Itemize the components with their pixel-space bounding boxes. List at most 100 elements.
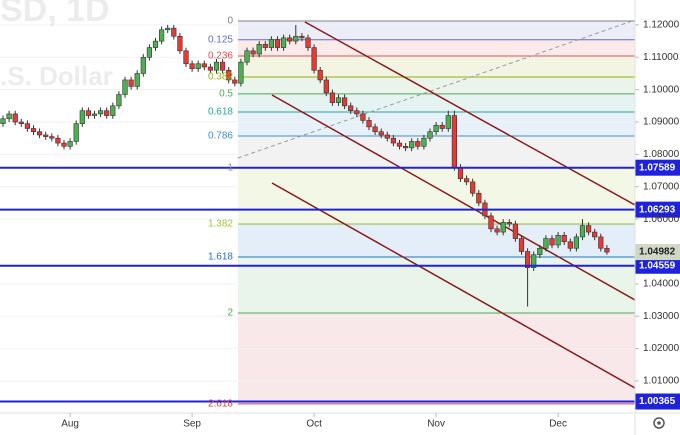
candle-body [250,50,256,55]
candle-body [91,113,98,116]
candle-body [262,44,268,48]
fib-label: 0.5 [219,89,233,100]
fib-band [238,55,635,78]
candle-body [152,40,159,48]
fib-label: 2 [227,308,233,319]
candle-body [55,137,61,144]
candle-body [226,69,232,81]
fib-band [238,223,635,257]
level-label-box [635,159,680,176]
candle-body [317,69,323,81]
candle-body [122,79,128,95]
fib-label: 0 [227,16,233,27]
candle-body [201,63,207,68]
candle-body [573,236,579,249]
candle-body [402,145,409,149]
candle-body [390,137,397,144]
candle-body [311,47,317,71]
candle-body [207,66,214,71]
candle-body [183,50,189,65]
gear[interactable] [653,417,665,429]
candle-body [372,126,378,133]
fib-layer [238,20,635,405]
candle-body [384,134,390,139]
y-tick-label: 1.10000 [643,84,680,95]
candle-body [396,142,403,147]
candle-body [43,134,49,137]
fib-band [238,167,635,224]
candle-body [140,56,146,74]
candle-body [488,215,494,230]
candle-body [268,39,275,48]
candle-body [305,37,311,48]
candle-body [354,110,360,115]
candle-body [451,115,458,168]
grid-layer [0,24,635,382]
candle-body [604,247,610,253]
candle-body [409,141,415,149]
candle-body [104,110,110,116]
fib-band [238,77,635,94]
candle-body [49,136,55,139]
candle-body [165,27,171,31]
candle-body [12,113,18,123]
channel-line [271,182,635,389]
candle-body [476,192,482,204]
y-tick-label: 1.09000 [643,117,680,128]
candle-body [171,27,177,37]
candle-body [146,47,153,58]
candle-body [445,115,451,129]
candle-body [287,37,293,42]
candle-body [549,238,555,246]
candle-body [360,113,366,121]
candle-body [116,94,122,107]
candle-body [256,44,262,55]
candle-body [457,167,464,179]
y-tick-label: 1.07000 [643,181,680,192]
channel-line [304,21,635,206]
y-tick-label: 1.12000 [643,20,680,31]
y-tick-label: 1.08000 [643,149,680,160]
candle-body [506,222,512,225]
candle-body [73,123,79,142]
candle-body [470,181,476,194]
level-label: 1.04559 [639,260,676,271]
fib-label: 0.125 [208,34,233,45]
watermark: SD, 1D [0,0,110,29]
candle-body [67,141,73,147]
last-price-label: 1.04982 [639,247,676,258]
candle-body [0,118,6,124]
candle-body [293,35,299,42]
candle-body [232,79,238,84]
fib-band [238,39,635,56]
level-label-box [635,201,680,218]
y-tick-label: 1.01000 [643,376,680,387]
candle-body [85,110,91,116]
y-tick-label: 1.03000 [643,311,680,322]
candle-body [18,121,24,124]
settings-icon[interactable] [653,417,665,429]
x-tick-label: Nov [427,419,445,430]
candle-body [537,247,543,256]
candle-body [561,235,567,243]
candle-body [567,241,573,249]
candle-body [36,131,43,136]
level-label-box [635,257,680,274]
candle-body [512,223,518,239]
fib-label: 0.236 [208,51,233,62]
candle-body [299,35,305,39]
fib-label: 0.618 [208,107,233,118]
candle-body [415,141,421,147]
fib-label: 1 [227,163,233,174]
levels: 1.07589 1.06293 1.04559 1.00365 1.04982 [0,159,680,410]
x-tick-label: Aug [61,419,79,430]
candle-body [579,225,586,238]
candle-body [421,137,427,147]
candle-body [274,39,281,48]
fib-band [238,135,635,168]
candle-body [585,225,592,233]
level-label: 1.00365 [639,396,676,407]
fib-label: 1.618 [208,252,233,263]
